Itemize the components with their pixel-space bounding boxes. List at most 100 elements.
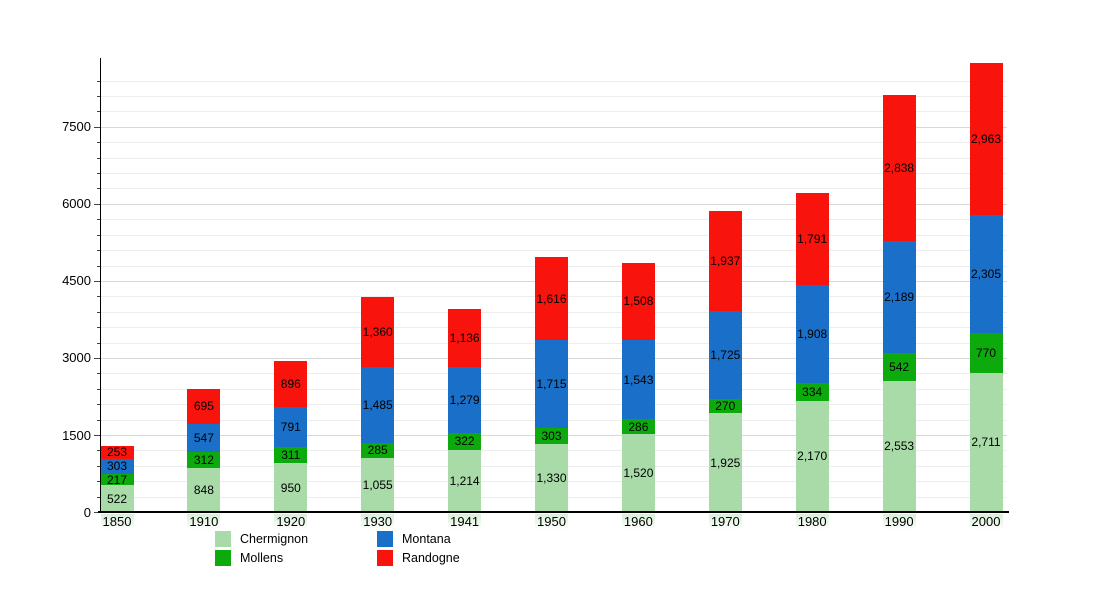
bar-segment-chermignon: 1,055 [361, 457, 395, 512]
minor-gridline [100, 80, 1007, 82]
y-axis-minor-tick [97, 80, 100, 82]
bar-reflection [882, 514, 916, 530]
bar-segment-randogne: 1,791 [795, 193, 829, 286]
bar-value-label: 217 [106, 472, 128, 487]
bar-value-label: 303 [106, 459, 128, 474]
bar-value-label: 522 [106, 491, 128, 506]
bar-segment-montana: 1,715 [535, 340, 568, 429]
bar-segment-randogne: 1,360 [361, 297, 395, 367]
bar-value-label: 1,937 [710, 253, 741, 268]
bar-value-label: 2,838 [884, 160, 915, 175]
legend-swatch-mollens [215, 550, 231, 566]
x-axis-line [98, 511, 1009, 513]
bar-segment-montana: 303 [100, 458, 134, 475]
minor-gridline [100, 142, 1007, 144]
bar-value-label: 2,189 [884, 289, 915, 304]
bar-segment-randogne: 695 [187, 388, 221, 425]
bar-value-label: 1,485 [362, 398, 393, 413]
x-axis-tick-label: 1910 [189, 514, 219, 529]
y-axis-minor-tick [97, 342, 100, 344]
y-axis-major-tick [94, 280, 100, 282]
minor-gridline [100, 157, 1007, 159]
bar-value-label: 2,305 [970, 266, 1002, 281]
bar-reflection [535, 514, 568, 530]
bar-segment-mollens: 285 [361, 443, 395, 458]
bar-value-label: 1,508 [623, 294, 654, 309]
x-axis-tick-label: 1960 [623, 514, 653, 529]
bar-value-label: 2,963 [970, 131, 1002, 146]
y-axis-minor-tick [97, 111, 100, 113]
y-axis-major-tick [94, 203, 100, 205]
bar-segment-mollens: 334 [795, 383, 829, 401]
y-axis-minor-tick [97, 219, 100, 221]
bar-value-label: 547 [193, 431, 214, 446]
bar-value-label: 1,725 [710, 347, 741, 362]
y-axis-minor-tick [97, 327, 100, 329]
bar-segment-chermignon: 950 [274, 463, 308, 512]
y-axis-tick-label: 1500 [62, 427, 91, 443]
bar-value-label: 1,279 [449, 393, 480, 408]
bar-value-label: 848 [193, 483, 214, 498]
bar-segment-mollens: 303 [535, 428, 568, 444]
bar-value-label: 286 [628, 419, 649, 434]
bar-segment-mollens: 312 [187, 452, 221, 469]
bar-reflection [969, 514, 1003, 530]
bar-value-label: 1,616 [536, 291, 567, 306]
bar-segment-mollens: 770 [969, 333, 1003, 373]
bar-value-label: 1,543 [623, 372, 654, 387]
bar-value-label: 1,520 [623, 465, 654, 480]
bar-value-label: 1,791 [797, 232, 828, 247]
major-gridline [100, 203, 1007, 205]
bar-segment-mollens: 542 [882, 353, 916, 381]
y-axis-tick-label: 0 [83, 504, 91, 520]
x-axis-tick-label: 1990 [884, 514, 914, 529]
x-axis-tick-label: 1941 [450, 514, 480, 529]
bar-segment-chermignon: 2,711 [969, 372, 1003, 512]
y-axis-tick-label: 7500 [62, 119, 91, 135]
bar-segment-chermignon: 522 [100, 485, 134, 512]
y-axis-minor-tick [97, 296, 100, 298]
bar-segment-montana: 2,305 [969, 214, 1003, 334]
y-axis-tick-label: 3000 [62, 350, 91, 366]
bar-reflection [274, 514, 308, 530]
bar-value-label: 2,553 [884, 439, 915, 454]
bar-segment-randogne: 1,616 [535, 257, 568, 340]
minor-gridline [100, 234, 1007, 236]
bar-reflection [708, 514, 742, 530]
y-axis-minor-tick [97, 404, 100, 406]
bar-segment-chermignon: 1,330 [535, 443, 568, 512]
bar-value-label: 1,908 [797, 327, 828, 342]
bar-segment-montana: 1,485 [361, 366, 395, 444]
legend-label-mollens: Mollens [240, 551, 284, 565]
bar-value-label: 950 [280, 480, 301, 495]
minor-gridline [100, 96, 1007, 97]
bar-value-label: 1,360 [362, 324, 393, 339]
y-axis-minor-tick [97, 234, 100, 236]
bar-segment-mollens: 311 [274, 447, 308, 464]
legend-swatch-chermignon [215, 531, 231, 547]
bar-value-label: 1,214 [449, 473, 480, 488]
y-axis-minor-tick [97, 188, 100, 190]
y-axis-minor-tick [97, 419, 100, 421]
bar-reflection [100, 514, 134, 530]
minor-gridline [100, 250, 1007, 251]
bar-segment-randogne: 1,508 [621, 262, 655, 340]
bar-value-label: 1,925 [710, 455, 741, 470]
bar-value-label: 1,055 [362, 477, 393, 492]
bar-value-label: 791 [280, 419, 301, 434]
bar-segment-mollens: 322 [448, 433, 482, 450]
bar-segment-montana: 1,279 [448, 367, 482, 434]
y-axis-line [100, 58, 101, 513]
x-axis-tick-label: 1850 [102, 514, 132, 529]
bar-value-label: 285 [367, 443, 388, 458]
bar-segment-montana: 2,189 [882, 240, 916, 353]
y-axis-minor-tick [97, 250, 100, 251]
bar-reflection [361, 514, 395, 530]
bar-value-label: 270 [715, 399, 736, 414]
legend-label-randogne: Randogne [402, 551, 460, 565]
bar-value-label: 322 [454, 434, 475, 449]
bar-segment-chermignon: 2,553 [882, 380, 916, 512]
legend-swatch-randogne [377, 550, 393, 566]
bar-segment-montana: 1,543 [621, 340, 655, 420]
bar-value-label: 334 [802, 384, 823, 399]
